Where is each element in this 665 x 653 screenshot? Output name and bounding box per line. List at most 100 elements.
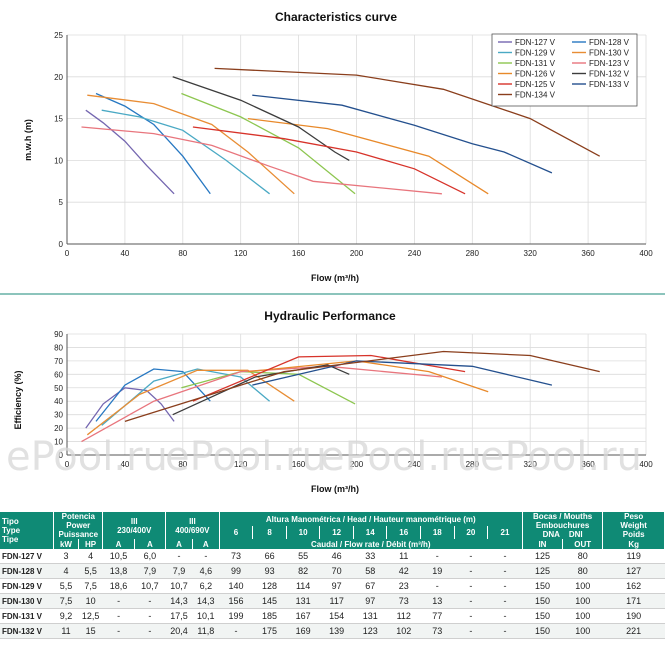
series-line	[95, 368, 211, 422]
table-cell: 125	[522, 563, 563, 579]
x-tick-label: 160	[292, 460, 306, 469]
table-cell: 167	[286, 608, 320, 624]
table-cell: -	[102, 608, 135, 624]
model-cell: FDN-131 V	[0, 608, 54, 624]
kw-header: kW	[53, 539, 79, 549]
table-cell: 13,8	[102, 563, 135, 579]
x-tick-label: 360	[581, 460, 595, 469]
y-tick-label: 60	[54, 370, 63, 379]
flow-header: Caudal / Flow rate / Débit (m³/h)	[219, 539, 523, 549]
voltage-label: 230/400V	[117, 525, 152, 535]
x-tick-label: 80	[178, 249, 187, 258]
y-tick-label: 50	[54, 384, 63, 393]
hp-header: HP	[78, 539, 104, 549]
table-cell: 131	[286, 593, 320, 609]
table-row: FDN-128 V 4 5,5 13,8 7,9 7,9 4,6 99 93 82 70 58 42 19…	[0, 563, 665, 579]
y-tick-label: 90	[54, 330, 63, 339]
amp-header: A	[165, 539, 193, 549]
table-row: FDN-132 V 11 15- -20,4 11,8-175 169 139 123 102 7…	[0, 623, 665, 639]
table-cell: -	[487, 563, 523, 579]
y-tick-label: 20	[54, 73, 63, 82]
table-cell: 127	[602, 563, 665, 579]
table-cell: 150	[522, 623, 563, 639]
x-tick-label: 160	[292, 249, 306, 258]
series-line	[172, 76, 350, 161]
series-line	[192, 354, 466, 402]
type-header-fr: Tipe	[2, 535, 19, 544]
x-tick-label: 80	[178, 460, 187, 469]
legend-entry: FDN-125 V	[515, 80, 556, 89]
mouths-header-line2: Embouchures	[535, 521, 590, 530]
watermark: ePool.ru	[165, 434, 327, 480]
watermark: ePool.ru	[320, 434, 482, 480]
table-cell: 11	[386, 549, 421, 564]
legend-entry: FDN-127 V	[515, 38, 556, 47]
model-cell: FDN-129 V	[0, 578, 54, 594]
table-cell: 93	[252, 563, 287, 579]
table-cell: 42	[386, 563, 421, 579]
table-cell: 100	[562, 623, 603, 639]
legend-entry: FDN-134 V	[515, 91, 556, 100]
amp-header: A	[134, 539, 167, 549]
table-cell: 66	[252, 549, 287, 564]
table-cell: 169	[286, 623, 320, 639]
x-tick-label: 320	[524, 249, 538, 258]
table-cell: -	[487, 578, 523, 594]
table-cell: 99	[219, 563, 253, 579]
series-line	[181, 92, 356, 195]
amp-header: A	[192, 539, 220, 549]
table-cell: 7,5	[78, 578, 103, 594]
table-cell: 139	[319, 623, 354, 639]
table-cell: 67	[353, 578, 387, 594]
table-cell: 150	[522, 593, 563, 609]
table-cell: 23	[386, 578, 421, 594]
weight-header-es: Peso	[624, 512, 644, 521]
series-line	[247, 360, 489, 393]
table-cell: 7,5	[53, 593, 79, 609]
y-tick-label: 80	[54, 343, 63, 352]
weight-header-en: Weight	[620, 521, 647, 530]
table-cell: 11	[53, 623, 79, 639]
table-cell: 112	[386, 608, 421, 624]
legend-entry: FDN-129 V	[515, 49, 556, 58]
table-cell: 14,3	[192, 593, 220, 609]
amp-header: A	[102, 539, 135, 549]
y-tick-label: 10	[54, 156, 63, 165]
weight-header-fr: Poids	[622, 530, 645, 539]
y-tick-label: 70	[54, 357, 63, 366]
y-tick-label: 10	[54, 438, 63, 447]
table-cell: 6,0	[134, 549, 166, 564]
table-cell: 97	[353, 593, 387, 609]
table-cell: 80	[562, 563, 603, 579]
power-header: Potencia Power Puissance	[53, 512, 104, 539]
table-cell: 6,2	[192, 578, 220, 594]
table-cell: -	[134, 593, 166, 609]
model-cell: FDN-127 V	[0, 549, 54, 564]
table-cell: -	[420, 578, 455, 594]
table-cell: 119	[602, 549, 665, 564]
table-row: FDN-131 V 9,2 12,5- -17,5 10,1 199 185 167 154 13…	[0, 608, 665, 624]
power-header-fr: Puissance	[58, 530, 99, 539]
table-cell: 114	[286, 578, 320, 594]
x-tick-label: 240	[408, 249, 422, 258]
series-line	[247, 117, 489, 195]
table-cell: 175	[252, 623, 287, 639]
x-tick-label: 400	[639, 460, 653, 469]
table-cell: -	[219, 623, 253, 639]
power-header-es: Potencia	[61, 512, 95, 521]
x-tick-label: 280	[466, 460, 480, 469]
table-cell: -	[454, 608, 488, 624]
y-tick-label: 20	[54, 424, 63, 433]
head-value: 10	[286, 526, 321, 539]
charts-panel: Characteristics curve 0 40 80 120 160 200 240 2…	[0, 10, 665, 494]
current-230-header: III 230/400V	[102, 512, 167, 539]
phase-label: III	[189, 516, 196, 526]
table-cell: 10,7	[134, 578, 166, 594]
table-cell: 123	[353, 623, 387, 639]
table-cell: 5,5	[78, 563, 103, 579]
x-tick-label: 40	[120, 249, 129, 258]
head-value: 16	[386, 526, 422, 539]
head-value: 12	[319, 526, 354, 539]
weight-header: Peso Weight Poids	[602, 512, 665, 539]
series-line	[95, 92, 211, 195]
